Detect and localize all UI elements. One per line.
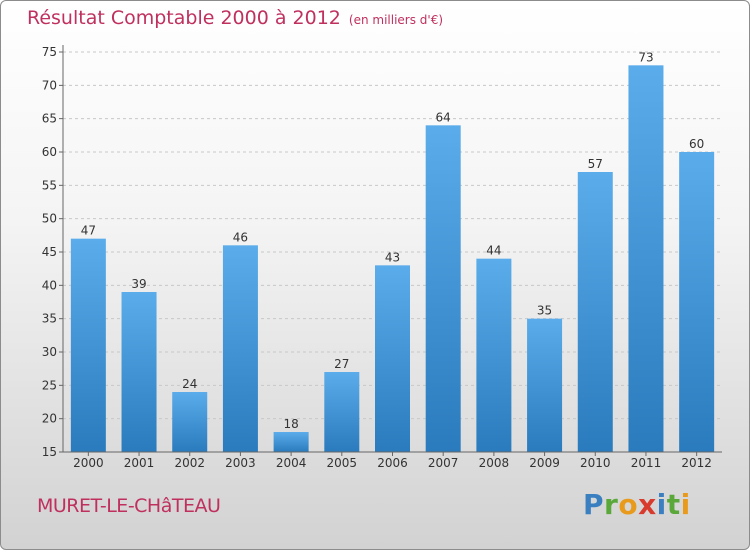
value-label: 64 [436, 110, 451, 124]
y-tick-label: 65 [42, 112, 57, 126]
value-label: 24 [182, 377, 197, 391]
value-label: 60 [689, 137, 704, 151]
y-axis-ticks: 15 20 25 30 35 40 45 50 55 60 65 70 75 [42, 45, 63, 459]
x-tick-label: 2000 [73, 456, 104, 470]
logo-letter: r [604, 488, 619, 521]
value-label: 39 [131, 277, 146, 291]
value-label: 27 [334, 357, 349, 371]
value-label: 47 [81, 224, 96, 238]
y-tick-label: 30 [42, 345, 57, 359]
logo-letter: x [638, 488, 657, 521]
value-label: 46 [233, 230, 248, 244]
bar-2003 [222, 245, 258, 452]
y-tick-label: 20 [42, 412, 57, 426]
bar-2004 [273, 432, 309, 452]
y-tick-label: 25 [42, 378, 57, 392]
value-label: 57 [588, 157, 603, 171]
x-tick-label: 2003 [225, 456, 256, 470]
value-labels: 47 39 24 46 18 27 43 64 44 35 57 73 60 [81, 50, 705, 431]
bar-2012 [679, 152, 715, 452]
y-tick-label: 45 [42, 245, 57, 259]
y-tick-label: 75 [42, 45, 57, 59]
bar-2005 [324, 372, 360, 452]
value-label: 44 [486, 244, 501, 258]
bar-2000 [70, 238, 106, 452]
bars [70, 65, 715, 452]
value-label: 43 [385, 250, 400, 264]
x-tick-label: 2009 [529, 456, 560, 470]
chart-title: Résultat Comptable 2000 à 2012 (en millie… [27, 7, 443, 29]
y-tick-label: 55 [42, 178, 57, 192]
x-tick-label: 2007 [428, 456, 459, 470]
logo-letter: t [666, 488, 681, 521]
location-name: MURET-LE-CHâTEAU [37, 495, 221, 517]
y-tick-label: 60 [42, 145, 57, 159]
logo-letter: P [583, 488, 605, 521]
value-label: 73 [638, 50, 653, 64]
x-tick-label: 2012 [681, 456, 712, 470]
x-tick-label: 2006 [377, 456, 408, 470]
bar-2006 [375, 265, 410, 452]
x-axis-ticks: 2000 2001 2002 2003 2004 2005 2006 2007 2008 2009… [73, 452, 712, 470]
value-label: 35 [537, 304, 552, 318]
bar-2010 [577, 172, 613, 452]
logo-letter: i [656, 488, 667, 521]
proxiti-logo: Proxiti [583, 488, 691, 521]
x-tick-label: 2010 [580, 456, 611, 470]
bar-2007 [425, 125, 461, 452]
value-label: 18 [283, 417, 298, 431]
bar-2009 [527, 318, 563, 452]
x-tick-label: 2005 [327, 456, 358, 470]
bar-2001 [121, 292, 157, 452]
bar-2002 [172, 392, 208, 452]
bar-2008 [476, 258, 512, 452]
x-tick-label: 2008 [479, 456, 510, 470]
y-tick-label: 50 [42, 212, 57, 226]
x-tick-label: 2001 [124, 456, 155, 470]
y-tick-label: 15 [42, 445, 57, 459]
chart-subtitle: (en milliers d'€) [348, 13, 444, 27]
y-tick-label: 35 [42, 312, 57, 326]
y-tick-label: 40 [42, 278, 57, 292]
x-tick-label: 2002 [174, 456, 205, 470]
y-tick-label: 70 [42, 78, 57, 92]
x-tick-label: 2011 [631, 456, 662, 470]
x-tick-label: 2004 [276, 456, 307, 470]
bar-2011 [628, 65, 664, 452]
chart-title-main: Résultat Comptable 2000 à 2012 [27, 7, 341, 29]
logo-letter: o [618, 488, 639, 521]
logo-letter: i [680, 488, 691, 521]
